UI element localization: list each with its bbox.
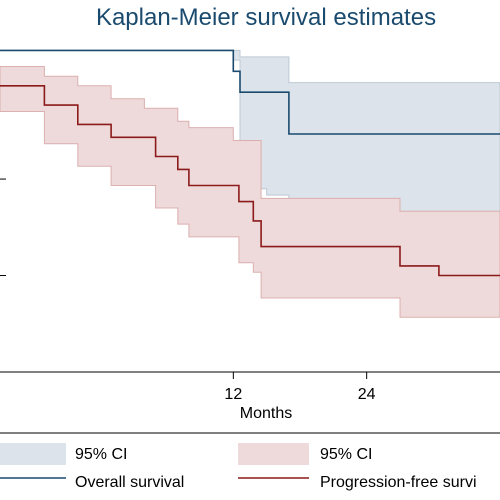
series-line-pfs [0, 85, 500, 277]
ci-band-pfs [0, 66, 500, 318]
legend-label: 95% CI [320, 446, 372, 463]
legend: 95% CI 95% CI Overall survival Progression-… [0, 432, 500, 491]
series-line-overall [0, 49, 500, 135]
x-tick-label: 12 [224, 386, 242, 403]
legend-label: Progression-free survi [320, 474, 477, 491]
x-axis: 12 24 [0, 371, 500, 403]
legend-label: 95% CI [75, 446, 127, 463]
plot-area [0, 49, 500, 318]
legend-label: Overall survival [75, 474, 184, 491]
x-axis-title: Months [240, 405, 292, 422]
chart-title: Kaplan-Meier survival estimates [96, 4, 436, 31]
legend-swatch-ci [0, 443, 66, 465]
x-tick-label: 24 [358, 386, 376, 403]
legend-swatch-ci [238, 443, 309, 465]
